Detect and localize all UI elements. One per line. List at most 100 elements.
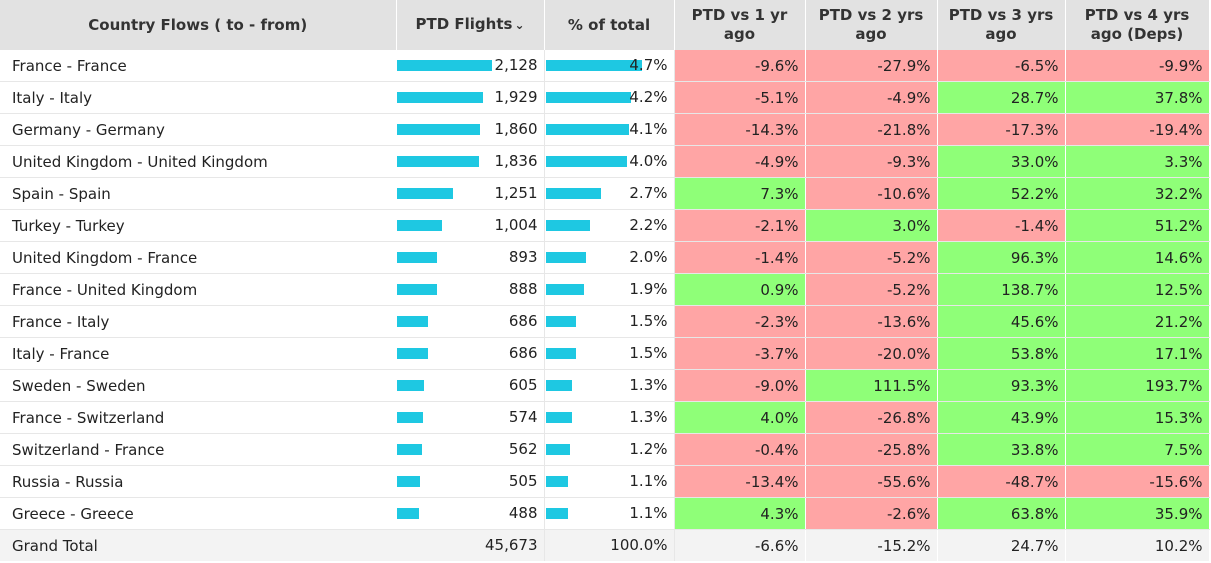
vs1-cell: -3.7% <box>674 337 806 370</box>
share-value: 1.1% <box>629 472 668 490</box>
flights-bar <box>397 348 428 359</box>
vs2-cell: -4.9% <box>805 81 938 114</box>
ptd-flights-cell: 488 <box>396 497 545 530</box>
grand-total-flights-value: 45,673 <box>485 536 538 554</box>
flights-bar <box>397 188 453 199</box>
ptd-flights-cell: 888 <box>396 273 545 306</box>
table-row[interactable]: United Kingdom - United Kingdom 1,836 4.0%… <box>0 145 1210 178</box>
vs1-cell: 7.3% <box>674 177 806 210</box>
vs1-cell: -0.4% <box>674 433 806 466</box>
country-flow-name: Russia - Russia <box>0 465 396 498</box>
vs4-cell: -15.6% <box>1065 465 1210 498</box>
table-row[interactable]: France - United Kingdom 888 1.9% 0.9% -5.2% 1… <box>0 273 1210 306</box>
ptd-flights-cell: 1,929 <box>396 81 545 114</box>
table-row[interactable]: Switzerland - France 562 1.2% -0.4% -25.8% 33… <box>0 433 1210 466</box>
header-ptd-flights[interactable]: PTD Flights ⌄ <box>396 0 545 50</box>
table-row[interactable]: France - Switzerland 574 1.3% 4.0% -26.8% 43.… <box>0 401 1210 434</box>
country-flow-name: United Kingdom - United Kingdom <box>0 145 396 178</box>
flights-bar <box>397 284 437 295</box>
header-pct-total[interactable]: % of total <box>544 0 675 50</box>
flights-value: 686 <box>508 344 538 362</box>
share-cell: 1.1% <box>544 497 675 530</box>
table-row[interactable]: Russia - Russia 505 1.1% -13.4% -55.6% -48.7%… <box>0 465 1210 498</box>
table-row[interactable]: France - France 2,128 4.7% -9.6% -27.9% -6.5%… <box>0 50 1210 82</box>
share-value: 1.1% <box>629 504 668 522</box>
share-value: 2.2% <box>629 216 668 234</box>
vs3-cell: 93.3% <box>937 369 1066 402</box>
flights-bar <box>397 92 484 103</box>
grand-total-vs1: -6.6% <box>674 529 806 561</box>
grand-total-share: 100.0% <box>544 529 675 561</box>
ptd-flights-cell: 686 <box>396 337 545 370</box>
vs4-cell: 21.2% <box>1065 305 1210 338</box>
ptd-flights-cell: 605 <box>396 369 545 402</box>
share-value: 1.9% <box>629 280 668 298</box>
table-row[interactable]: Sweden - Sweden 605 1.3% -9.0% 111.5% 93.3% 19… <box>0 369 1210 402</box>
vs3-cell: 53.8% <box>937 337 1066 370</box>
vs2-cell: -20.0% <box>805 337 938 370</box>
grand-total-vs3: 24.7% <box>937 529 1066 561</box>
flights-bar <box>397 252 437 263</box>
share-value: 4.0% <box>629 152 668 170</box>
vs2-cell: -5.2% <box>805 273 938 306</box>
grand-total-row: Grand Total 45,673 100.0% -6.6% -15.2% 24.7% 1… <box>0 529 1210 561</box>
flights-value: 1,836 <box>494 152 538 170</box>
table-row[interactable]: Spain - Spain 1,251 2.7% 7.3% -10.6% 52.2% 32.… <box>0 177 1210 210</box>
share-bar <box>545 188 601 199</box>
vs4-cell: 15.3% <box>1065 401 1210 434</box>
vs1-cell: -5.1% <box>674 81 806 114</box>
table-row[interactable]: Italy - Italy 1,929 4.2% -5.1% -4.9% 28.7% 37.… <box>0 81 1210 114</box>
vs4-cell: 3.3% <box>1065 145 1210 178</box>
vs2-cell: -27.9% <box>805 50 938 82</box>
vs4-cell: 51.2% <box>1065 209 1210 242</box>
header-vs-4yr[interactable]: PTD vs 4 yrs ago (Deps) <box>1065 0 1210 50</box>
grand-total-label: Grand Total <box>0 529 396 561</box>
flights-bar <box>397 412 423 423</box>
share-cell: 4.7% <box>544 50 675 82</box>
share-bar <box>545 316 577 327</box>
ptd-flights-cell: 1,004 <box>396 209 545 242</box>
vs2-cell: 111.5% <box>805 369 938 402</box>
ptd-flights-cell: 574 <box>396 401 545 434</box>
vs1-cell: -9.0% <box>674 369 806 402</box>
vs3-cell: 28.7% <box>937 81 1066 114</box>
ptd-flights-cell: 2,128 <box>396 50 545 82</box>
table-row[interactable]: Greece - Greece 488 1.1% 4.3% -2.6% 63.8% 35.9… <box>0 497 1210 530</box>
vs4-cell: 37.8% <box>1065 81 1210 114</box>
flights-value: 888 <box>508 280 538 298</box>
country-flow-name: Germany - Germany <box>0 113 396 146</box>
ptd-flights-cell: 1,836 <box>396 145 545 178</box>
ptd-flights-cell: 562 <box>396 433 545 466</box>
share-bar <box>545 476 568 487</box>
share-value: 1.2% <box>629 440 668 458</box>
vs1-cell: -14.3% <box>674 113 806 146</box>
table-row[interactable]: United Kingdom - France 893 2.0% -1.4% -5.2%… <box>0 241 1210 274</box>
flights-bar <box>397 156 479 167</box>
header-vs-2yr[interactable]: PTD vs 2 yrs ago <box>805 0 938 50</box>
table-row[interactable]: France - Italy 686 1.5% -2.3% -13.6% 45.6% 21.… <box>0 305 1210 338</box>
country-flow-name: Greece - Greece <box>0 497 396 530</box>
table-row[interactable]: Turkey - Turkey 1,004 2.2% -2.1% 3.0% -1.4% 51… <box>0 209 1210 242</box>
ptd-flights-cell: 686 <box>396 305 545 338</box>
flights-value: 488 <box>508 504 538 522</box>
table-row[interactable]: Italy - France 686 1.5% -3.7% -20.0% 53.8% 17.… <box>0 337 1210 370</box>
flights-value: 605 <box>508 376 538 394</box>
share-cell: 2.7% <box>544 177 675 210</box>
vs3-cell: 45.6% <box>937 305 1066 338</box>
vs4-cell: -19.4% <box>1065 113 1210 146</box>
flights-value: 574 <box>508 408 538 426</box>
flights-bar <box>397 124 481 135</box>
table-row[interactable]: Germany - Germany 1,860 4.1% -14.3% -21.8% -1… <box>0 113 1210 146</box>
country-flow-name: France - France <box>0 50 396 82</box>
share-value: 4.1% <box>629 120 668 138</box>
vs4-cell: 35.9% <box>1065 497 1210 530</box>
vs2-cell: -55.6% <box>805 465 938 498</box>
share-value: 1.5% <box>629 312 668 330</box>
header-country[interactable]: Country Flows ( to - from) <box>0 0 397 50</box>
sort-descending-icon[interactable]: ⌄ <box>514 18 525 32</box>
header-vs-3yr[interactable]: PTD vs 3 yrs ago <box>937 0 1066 50</box>
header-vs-1yr[interactable]: PTD vs 1 yr ago <box>674 0 806 50</box>
vs1-cell: 0.9% <box>674 273 806 306</box>
country-flow-name: Switzerland - France <box>0 433 396 466</box>
vs1-cell: 4.3% <box>674 497 806 530</box>
